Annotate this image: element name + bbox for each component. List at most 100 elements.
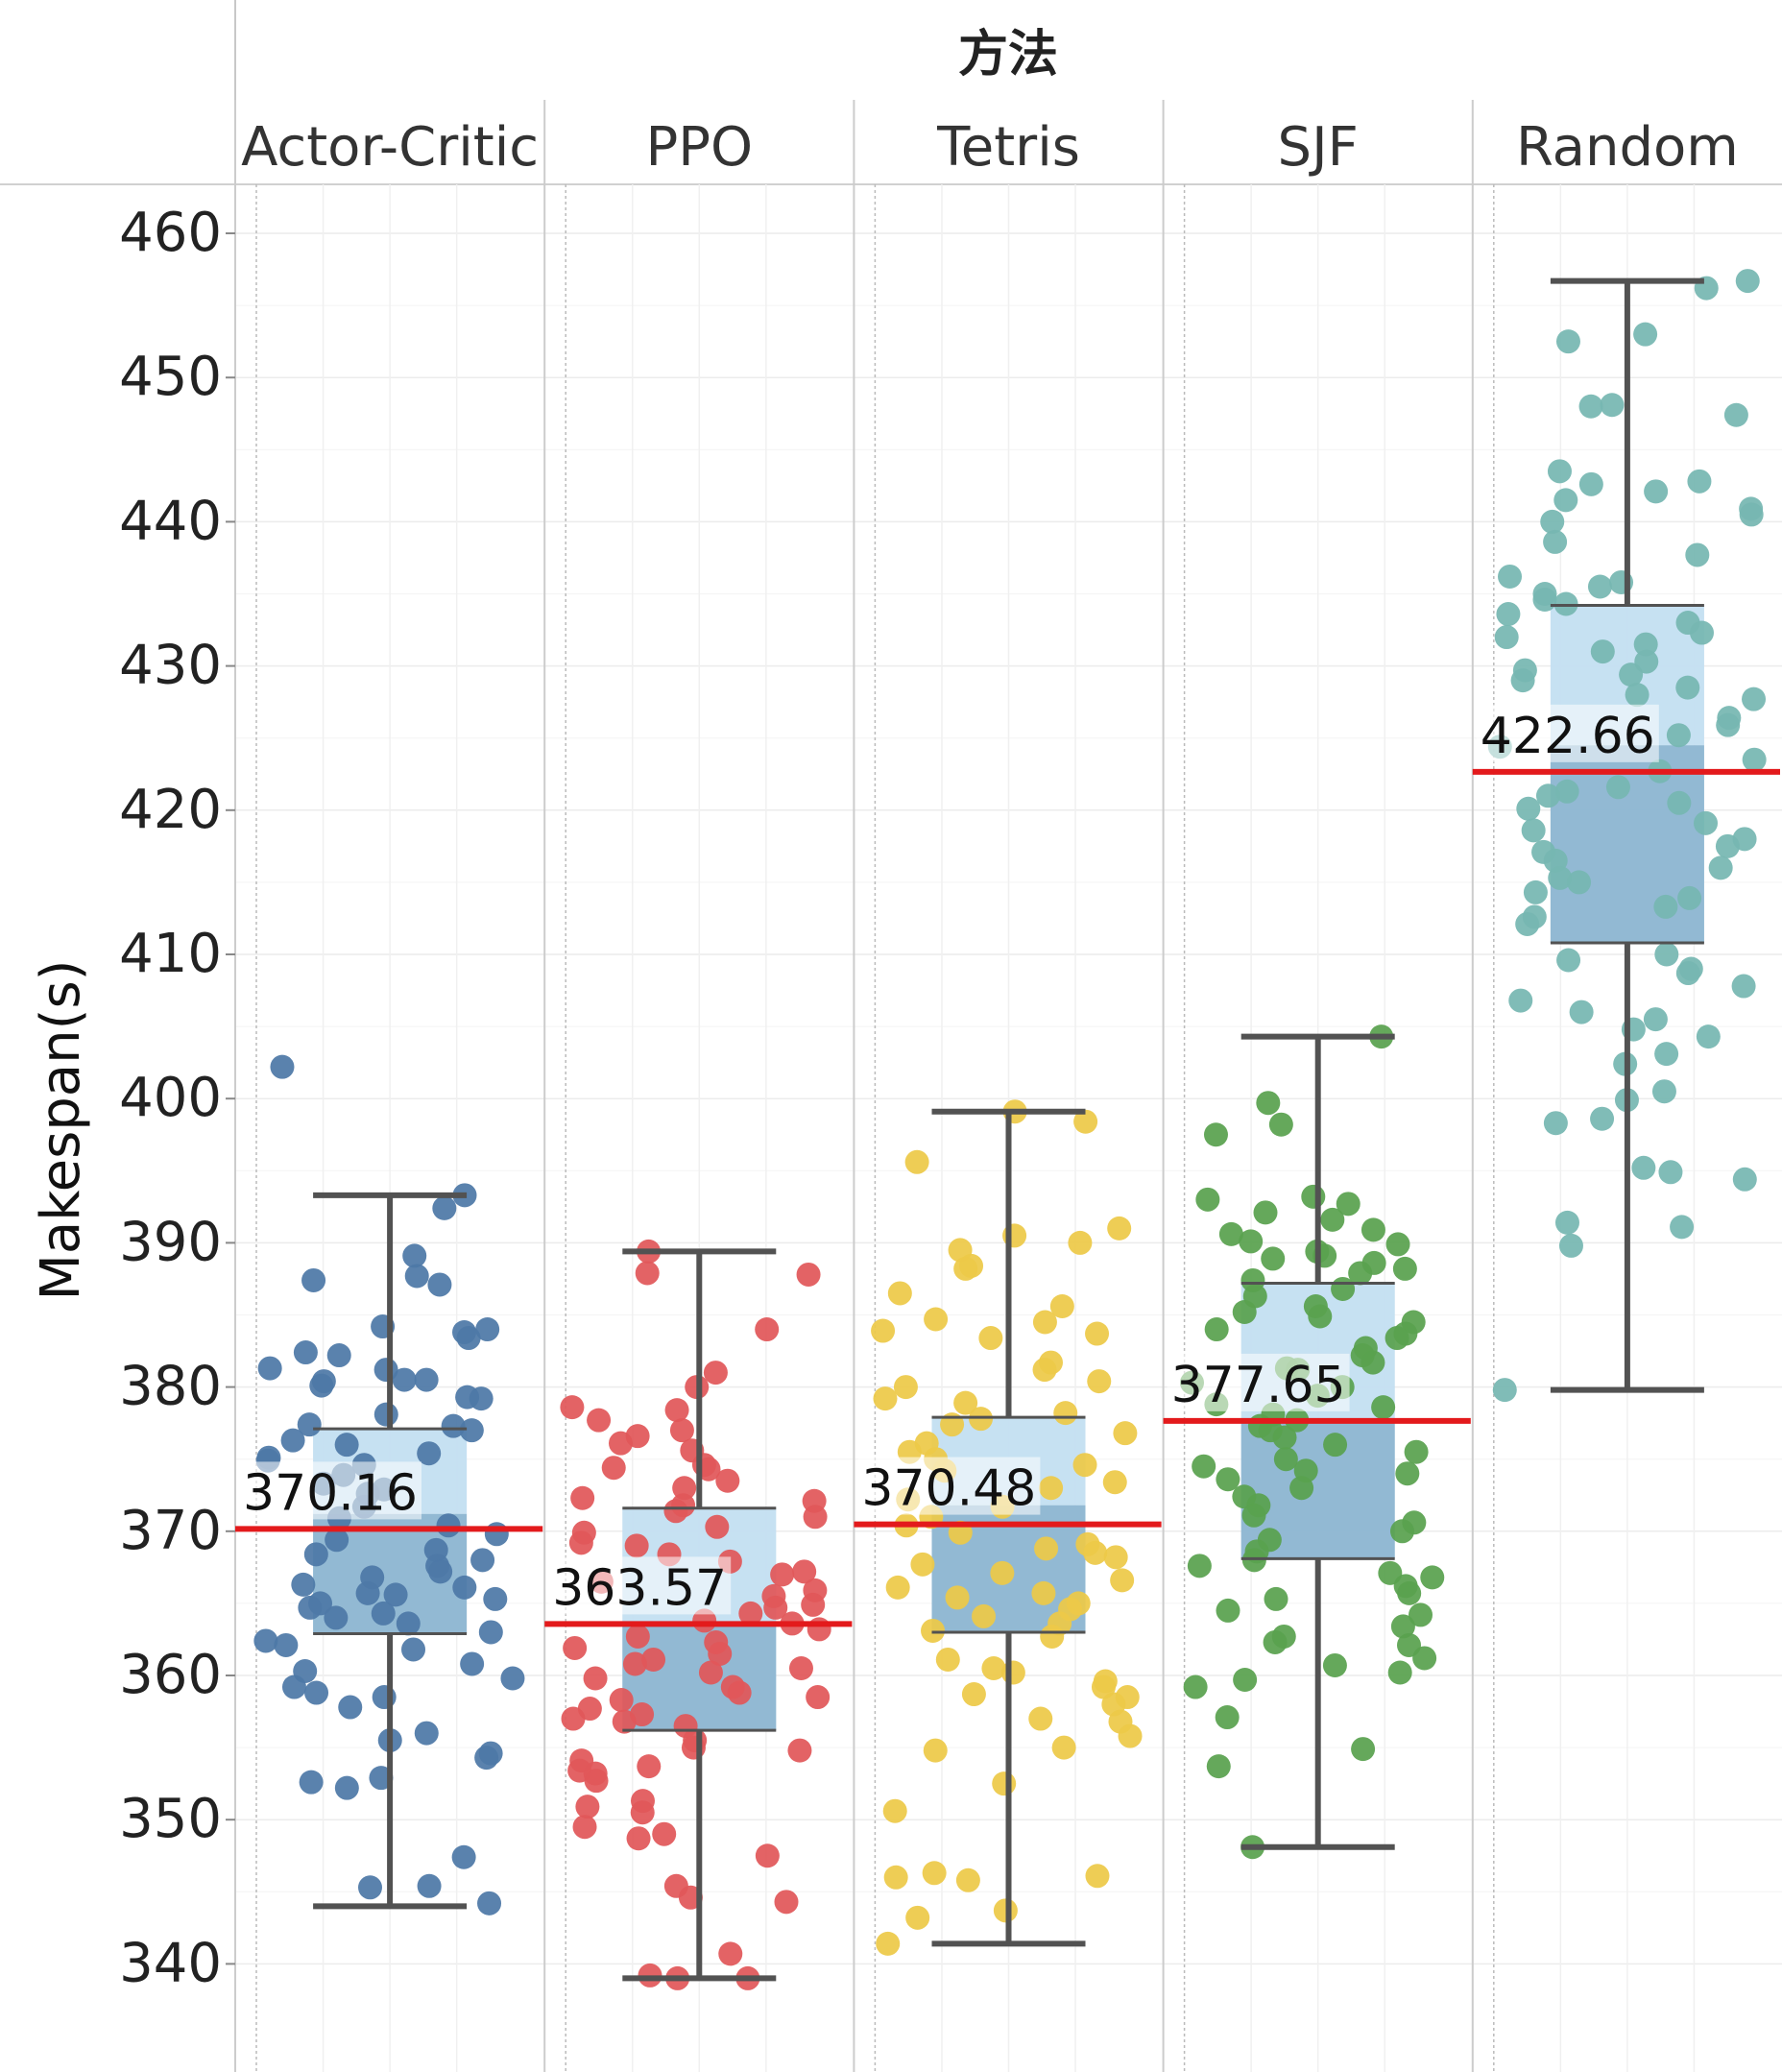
- data-point: [373, 1402, 398, 1427]
- data-point: [1268, 1112, 1293, 1137]
- data-point: [992, 1771, 1017, 1796]
- data-point: [652, 1821, 677, 1846]
- mean-label: 370.16: [243, 1464, 418, 1522]
- data-point: [893, 1375, 918, 1400]
- data-point: [469, 1386, 494, 1411]
- data-point: [1715, 833, 1740, 858]
- data-point: [981, 1655, 1006, 1680]
- data-point: [1113, 1421, 1138, 1446]
- data-point: [1068, 1230, 1093, 1255]
- data-point: [1555, 329, 1580, 354]
- data-point: [1523, 879, 1548, 904]
- data-point: [1654, 1042, 1679, 1067]
- data-point: [1083, 1540, 1108, 1565]
- data-point: [478, 1620, 503, 1645]
- data-point: [1587, 574, 1612, 599]
- data-point: [414, 1721, 439, 1746]
- data-point: [1708, 855, 1733, 880]
- data-point: [905, 1905, 930, 1930]
- data-point: [303, 1542, 328, 1567]
- data-point: [1578, 394, 1603, 419]
- data-point: [718, 1941, 743, 1966]
- data-point: [788, 1655, 813, 1680]
- data-point: [923, 1738, 948, 1763]
- mean-label: 377.65: [1171, 1357, 1346, 1414]
- data-point: [876, 1931, 901, 1956]
- data-point: [459, 1418, 484, 1443]
- data-point: [1409, 1602, 1433, 1627]
- data-point: [669, 1418, 694, 1443]
- data-point: [297, 1412, 322, 1437]
- data-point: [1216, 1598, 1240, 1623]
- data-point: [1689, 620, 1714, 645]
- data-point: [1039, 1476, 1064, 1501]
- data-point: [1195, 1187, 1220, 1212]
- data-point: [608, 1431, 633, 1456]
- data-point: [1361, 1217, 1385, 1242]
- y-axis: Makespan(s) 340 350 360 370 380 390 400 410 420 4…: [30, 202, 235, 1994]
- data-point: [587, 1408, 612, 1433]
- data-point: [953, 1390, 978, 1415]
- category-label: SJF: [1278, 116, 1359, 179]
- data-point: [1000, 1660, 1025, 1685]
- data-point: [432, 1195, 457, 1220]
- chart-header: 方法: [958, 26, 1058, 84]
- category-label: Random: [1516, 116, 1739, 179]
- y-tick-label: 380: [119, 1356, 222, 1418]
- data-point: [1289, 1476, 1314, 1501]
- data-point: [1548, 865, 1573, 890]
- data-point: [324, 1605, 349, 1630]
- data-point: [698, 1660, 723, 1685]
- y-tick-label: 350: [119, 1788, 222, 1850]
- data-point: [257, 1356, 282, 1381]
- mean-label: 363.57: [552, 1559, 727, 1617]
- y-tick-label: 390: [119, 1211, 222, 1273]
- data-point: [1553, 488, 1578, 513]
- mean-lines: 370.16 363.57 370.48 377.65 422.66: [235, 704, 1780, 1627]
- data-point: [1732, 1167, 1757, 1192]
- data-point: [280, 1428, 305, 1453]
- data-point: [309, 1373, 334, 1398]
- data-point: [873, 1386, 898, 1411]
- y-tick-label: 460: [119, 202, 222, 264]
- data-point: [357, 1875, 382, 1900]
- data-point: [625, 1624, 650, 1649]
- y-tick-label: 400: [119, 1067, 222, 1129]
- data-point: [703, 1361, 728, 1385]
- data-point: [1694, 810, 1719, 835]
- data-point: [428, 1559, 453, 1584]
- data-point: [1273, 1447, 1298, 1472]
- data-point: [500, 1666, 525, 1691]
- data-point: [1625, 683, 1650, 708]
- data-point: [1510, 668, 1535, 693]
- data-point: [961, 1682, 986, 1707]
- data-point: [417, 1873, 442, 1898]
- data-point: [1387, 1660, 1412, 1685]
- data-point: [1085, 1864, 1110, 1889]
- data-point: [1072, 1453, 1097, 1478]
- data-point: [326, 1343, 351, 1368]
- data-point: [1653, 894, 1678, 919]
- data-point: [1192, 1454, 1216, 1479]
- data-point: [1264, 1586, 1288, 1611]
- data-point: [1232, 1299, 1257, 1324]
- data-point: [1600, 393, 1625, 418]
- data-point: [451, 1844, 476, 1869]
- data-point: [883, 1865, 908, 1890]
- data-point: [1031, 1580, 1056, 1605]
- data-point: [477, 1891, 502, 1915]
- data-point: [270, 1054, 295, 1079]
- data-point: [325, 1528, 349, 1553]
- data-point: [1412, 1646, 1437, 1671]
- data-point: [1348, 1261, 1373, 1286]
- data-point: [561, 1706, 586, 1731]
- data-point: [770, 1562, 795, 1587]
- data-point: [1392, 1256, 1417, 1281]
- data-point: [1687, 469, 1712, 494]
- data-point: [1103, 1545, 1128, 1570]
- data-point: [1404, 1439, 1429, 1464]
- data-point: [1263, 1629, 1288, 1654]
- data-point: [787, 1738, 812, 1763]
- data-point: [1667, 790, 1692, 815]
- data-point: [1385, 1326, 1409, 1351]
